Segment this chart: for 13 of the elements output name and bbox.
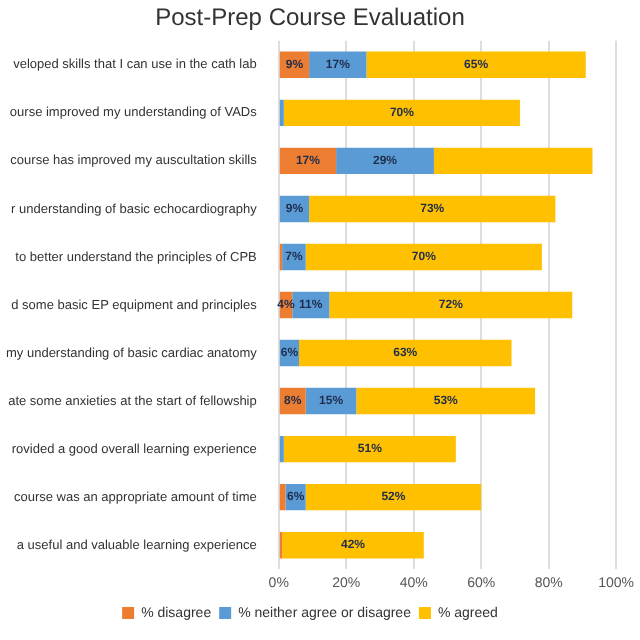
bar: [366, 51, 586, 79]
bar: [298, 339, 512, 367]
bar: [305, 483, 482, 511]
bar: [282, 531, 424, 559]
bar: [283, 99, 520, 127]
bar: [329, 291, 573, 319]
bar: [433, 147, 593, 175]
bar: [305, 243, 542, 271]
bar: [309, 195, 556, 223]
bar: [283, 435, 456, 463]
bar: [356, 387, 536, 415]
bar: [336, 147, 434, 175]
chart-title: Post-Prep Course Evaluation: [155, 3, 465, 32]
